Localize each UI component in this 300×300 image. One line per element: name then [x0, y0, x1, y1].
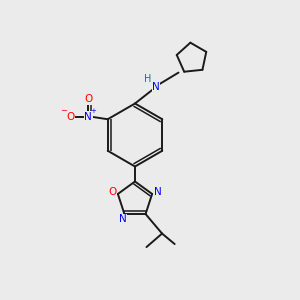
Text: O: O — [84, 94, 92, 104]
Text: −: − — [60, 106, 67, 115]
Text: +: + — [91, 108, 97, 114]
Text: N: N — [152, 82, 160, 92]
Text: N: N — [119, 214, 127, 224]
Text: N: N — [154, 188, 161, 197]
Text: H: H — [144, 74, 152, 85]
Text: N: N — [84, 112, 92, 122]
Text: O: O — [108, 188, 117, 197]
Text: O: O — [66, 112, 74, 122]
